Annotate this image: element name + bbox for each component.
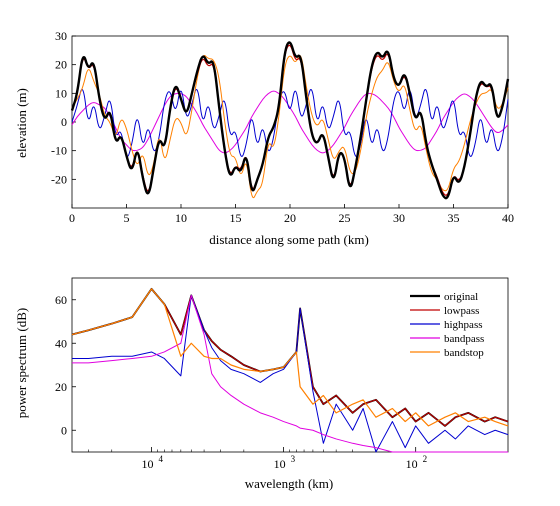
y-tick-label: 40 (55, 336, 67, 350)
series-line-highpass (71, 89, 509, 157)
legend: original lowpass highpass bandpass bandstop (404, 288, 504, 366)
y-tick-label: 20 (55, 58, 67, 72)
y-tick-label: 0 (61, 423, 67, 437)
x-tick-label: 25 (339, 211, 351, 225)
legend-box (404, 288, 504, 366)
x-tick-label: 15 (230, 211, 242, 225)
x-tick-label: 35 (448, 211, 460, 225)
x-axis-label: distance along some path (km) (209, 232, 369, 247)
x-tick-exponent: 3 (291, 454, 296, 464)
y-tick-label: -10 (51, 144, 67, 158)
y-tick-label: 10 (55, 86, 67, 100)
y-tick-label: -20 (51, 172, 67, 186)
x-tick-label: 30 (393, 211, 405, 225)
x-tick-exponent: 4 (159, 454, 164, 464)
legend-label-bandstop: bandstop (444, 347, 484, 359)
legend-label-original: original (444, 291, 478, 303)
x-tick-label: 10 (274, 457, 286, 471)
elevation-plot: 0 5 10 15 20 25 30 35 40 -20 -10 0 10 20 30 (51, 29, 514, 225)
x-tick-label: 40 (502, 211, 514, 225)
y-tick-label: 20 (55, 380, 67, 394)
x-tick-label: 10 (406, 457, 418, 471)
series-line-bandpass (72, 294, 508, 453)
legend-label-highpass: highpass (444, 319, 483, 331)
x-tick-label: 0 (69, 211, 75, 225)
series-line-bandstop (71, 288, 509, 427)
series-line-bandstop (71, 55, 509, 199)
series-line-highpass (72, 294, 509, 453)
y-axis-label: power spectrum (dB) (14, 308, 29, 418)
y-tick-label: 30 (55, 29, 67, 43)
plot-frame (71, 35, 509, 209)
x-tick-label: 10 (142, 457, 154, 471)
y-tick-label: 0 (61, 115, 67, 129)
y-axis-label: elevation (m) (14, 88, 29, 158)
x-tick-label: 10 (175, 211, 187, 225)
series-line-original (70, 41, 510, 200)
y-tick-label: 60 (55, 293, 67, 307)
x-axis-label: wavelength (km) (245, 476, 333, 491)
x-tick-label: 5 (124, 211, 130, 225)
x-tick-exponent: 2 (423, 454, 428, 464)
x-tick-label: 20 (284, 211, 296, 225)
legend-label-bandpass: bandpass (444, 333, 484, 345)
legend-label-lowpass: lowpass (444, 305, 479, 317)
